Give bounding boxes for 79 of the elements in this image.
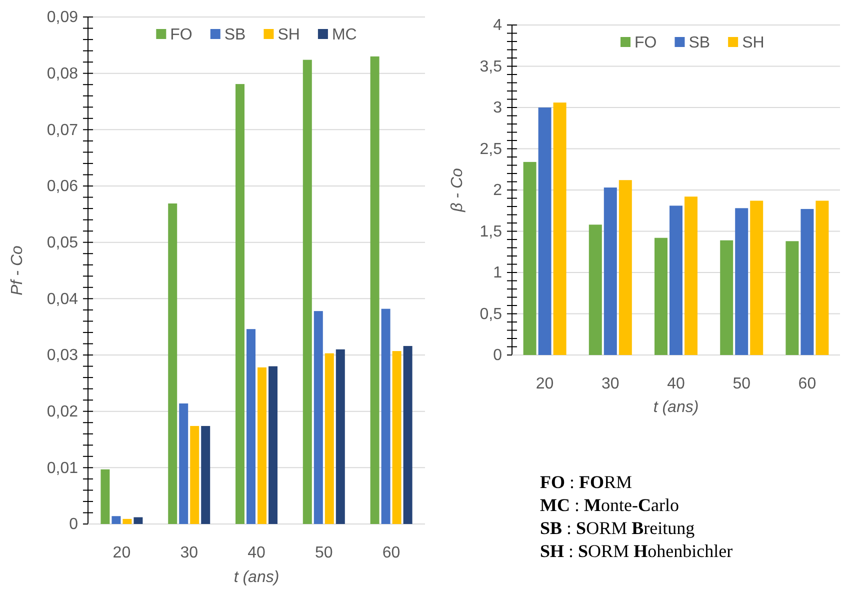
bar xyxy=(800,208,814,355)
x-axis-title: t (ans) xyxy=(653,399,699,416)
legend-label: SH xyxy=(278,26,300,44)
text: SB : SORM Breitung xyxy=(540,518,695,538)
bar xyxy=(523,162,536,355)
y-tick-label: 2 xyxy=(493,182,502,200)
bar xyxy=(302,60,312,524)
bar xyxy=(100,469,110,524)
text: MC : Monte-Carlo xyxy=(540,495,680,515)
bar xyxy=(268,366,278,524)
x-tick-label: 40 xyxy=(667,375,685,392)
bar xyxy=(670,206,682,355)
bar xyxy=(201,426,210,524)
bar xyxy=(654,238,668,355)
bar xyxy=(381,308,390,524)
y-tick-label: 0,07 xyxy=(46,122,78,139)
legend-label: MC xyxy=(332,26,357,44)
bar xyxy=(604,188,617,355)
y-tick-label: 0,05 xyxy=(46,234,78,252)
bar xyxy=(168,203,178,524)
bar xyxy=(246,329,256,524)
x-tick-label: 60 xyxy=(382,544,400,562)
bar xyxy=(324,353,334,524)
text: SH : SORM Hohenbichler xyxy=(540,541,733,561)
bar xyxy=(684,196,698,355)
bar xyxy=(735,208,748,355)
bar xyxy=(618,180,632,355)
text: FO : FORM xyxy=(540,472,632,492)
y-tick-label: 0,5 xyxy=(480,306,502,323)
bar xyxy=(134,517,143,524)
x-tick-label: 30 xyxy=(602,375,620,392)
y-axis-title: β - Co xyxy=(449,168,466,213)
y-tick-label: 3,5 xyxy=(480,58,502,76)
bar xyxy=(236,84,244,524)
y-tick-label: 0,06 xyxy=(46,178,78,196)
bar xyxy=(370,56,380,524)
y-tick-label: 0,03 xyxy=(46,347,78,364)
bar xyxy=(538,108,552,355)
y-tick-label: 0,02 xyxy=(46,403,78,420)
x-tick-label: 60 xyxy=(798,375,816,392)
y-axis-title: Pf - Co xyxy=(9,246,26,296)
bar xyxy=(816,200,829,355)
y-tick-label: 0,08 xyxy=(46,65,78,82)
y-tick-label: 0 xyxy=(493,347,502,364)
x-tick-label: 20 xyxy=(536,375,554,392)
bar xyxy=(314,311,323,524)
x-tick-label: 40 xyxy=(248,544,266,562)
y-tick-label: 0,09 xyxy=(46,9,78,26)
bar xyxy=(553,102,566,355)
bar xyxy=(122,518,132,524)
y-tick-label: 3 xyxy=(493,100,502,117)
y-tick-label: 2,5 xyxy=(480,140,502,158)
bar xyxy=(179,403,188,524)
bar xyxy=(720,240,734,355)
y-tick-label: 1,5 xyxy=(480,223,502,240)
bar xyxy=(750,200,764,355)
x-tick-label: 50 xyxy=(315,544,333,562)
y-tick-label: 0,01 xyxy=(46,460,78,477)
legend-label: FO xyxy=(170,26,192,44)
x-tick-label: 20 xyxy=(112,544,131,562)
legend-label: FO xyxy=(634,34,657,52)
legend-label: SB xyxy=(688,34,710,52)
x-tick-label: 50 xyxy=(732,375,751,392)
y-tick-label: 0 xyxy=(69,516,78,534)
bar xyxy=(392,351,402,524)
bar xyxy=(786,241,799,355)
y-tick-label: 1 xyxy=(493,264,502,282)
x-tick-label: 30 xyxy=(180,544,198,562)
y-tick-label: 4 xyxy=(493,17,502,34)
x-axis-title: t (ans) xyxy=(234,569,280,586)
bar xyxy=(588,224,602,355)
bar xyxy=(258,367,266,524)
bar xyxy=(336,349,345,524)
bar xyxy=(190,426,200,524)
legend-label: SH xyxy=(742,34,764,52)
legend-label: SB xyxy=(224,26,246,44)
y-tick-label: 0,04 xyxy=(46,290,78,308)
bar xyxy=(403,346,412,524)
bar xyxy=(112,516,121,524)
